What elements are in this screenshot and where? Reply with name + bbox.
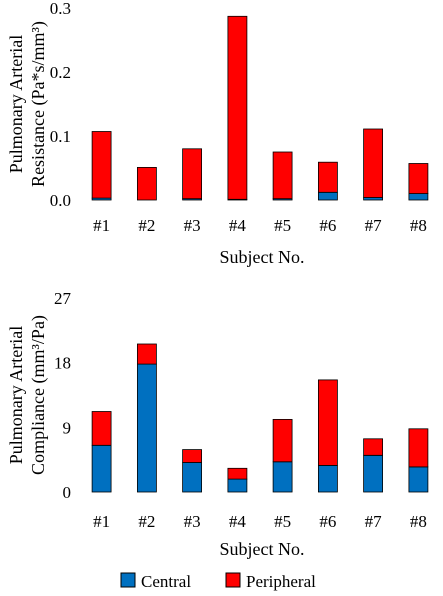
x-tick-label: #7: [365, 512, 383, 531]
x-tick-label: #8: [410, 512, 427, 531]
chart-1: #1 #2 #3 #4 #5 #6 #7 #8 0.0 0.1 0.2 0.3 Subject No. P…: [6, 0, 429, 267]
bar-peripheral-5: [272, 151, 293, 200]
x-tick-label: #8: [410, 216, 427, 235]
bar-central-8: [408, 466, 429, 493]
bar-central-6: [317, 191, 338, 201]
bar-peripheral-6: [317, 161, 338, 193]
y-axis-title-line-1: Pulmonary Arterial: [6, 35, 26, 173]
bar-central-2: [136, 363, 157, 493]
x-tick-label: #5: [274, 216, 291, 235]
legend: Central Peripheral: [120, 572, 316, 591]
x-tick-label: #5: [274, 512, 291, 531]
bar-peripheral-8: [408, 163, 429, 195]
bar-peripheral-2: [136, 166, 157, 201]
bar-central-1: [91, 444, 112, 493]
bar-peripheral-4: [227, 467, 248, 480]
bar-peripheral-6: [317, 379, 338, 466]
legend-label-central: Central: [141, 572, 191, 591]
legend-swatch-peripheral: [225, 572, 241, 588]
x-tick-label: #6: [319, 216, 336, 235]
x-tick-label: #1: [93, 512, 110, 531]
bar-central-5: [272, 461, 293, 493]
x-tick-label: #3: [184, 512, 201, 531]
chart-2: #1 #2 #3 #4 #5 #6 #7 #8 0 9 18 27 Subject No. Pulmona…: [6, 289, 429, 559]
y-tick-label: 0.3: [50, 0, 71, 18]
bar-peripheral-1: [91, 131, 112, 199]
x-tick-label: #2: [138, 216, 155, 235]
x-tick-label: #3: [184, 216, 201, 235]
y-tick-label: 0.1: [50, 127, 71, 146]
y-tick-label: 18: [54, 354, 71, 373]
bar-peripheral-7: [363, 128, 384, 198]
x-tick-label: #4: [229, 512, 247, 531]
bar-peripheral-3: [182, 449, 203, 463]
x-tick-label: #2: [138, 512, 155, 531]
bar-central-7: [363, 454, 384, 493]
bar-peripheral-7: [363, 438, 384, 456]
y-axis-title-line-1: Pulmonary Arterial: [6, 326, 26, 464]
y-tick-label: 9: [63, 418, 72, 437]
x-axis-title: Subject No.: [220, 247, 305, 267]
bar-peripheral-3: [182, 148, 203, 200]
bar-central-8: [408, 193, 429, 201]
y-axis-title-line-2: Compliance (mm³/Pa): [28, 315, 49, 475]
bar-peripheral-1: [91, 411, 112, 446]
bar-peripheral-4: [227, 15, 248, 200]
x-tick-label: #7: [365, 216, 383, 235]
y-tick-label: 0.0: [50, 191, 71, 210]
x-tick-label: #6: [319, 512, 336, 531]
y-axis-title-line-2: Resistance (Pa*s/mm³): [28, 21, 49, 187]
bar-central-6: [317, 464, 338, 493]
legend-label-peripheral: Peripheral: [246, 572, 316, 591]
x-tick-label: #1: [93, 216, 110, 235]
bar-peripheral-5: [272, 418, 293, 463]
y-tick-label: 27: [54, 289, 72, 308]
bar-peripheral-8: [408, 428, 429, 468]
bar-peripheral-2: [136, 343, 157, 365]
x-tick-label: #4: [229, 216, 247, 235]
bar-central-3: [182, 462, 203, 493]
bar-central-4: [227, 478, 248, 493]
x-axis-title: Subject No.: [220, 539, 305, 559]
y-tick-label: 0.2: [50, 63, 71, 82]
legend-swatch-central: [120, 572, 136, 588]
y-tick-label: 0: [63, 483, 72, 502]
